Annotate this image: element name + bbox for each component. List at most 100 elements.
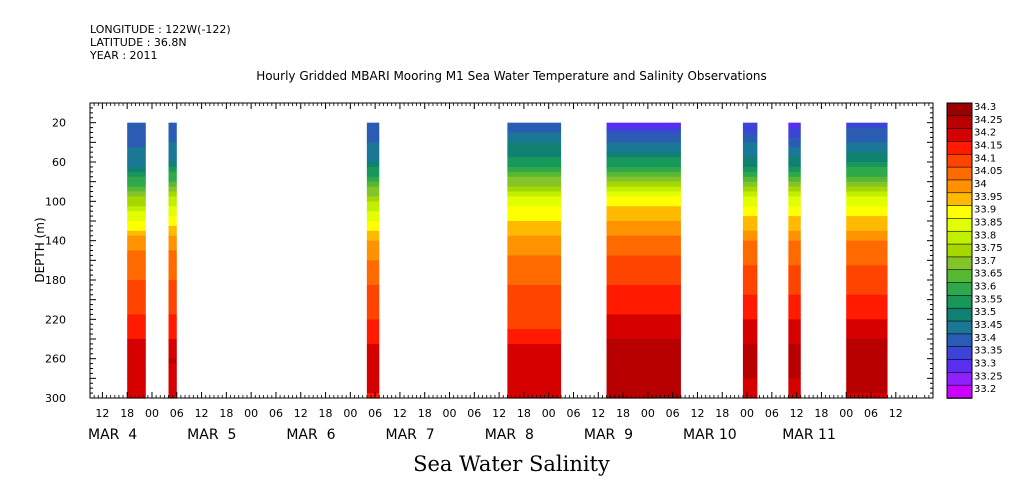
salinity-cell <box>127 275 146 281</box>
salinity-cell <box>168 181 177 188</box>
salinity-cell <box>168 319 177 325</box>
salinity-cell <box>606 162 681 168</box>
salinity-cell <box>127 147 146 153</box>
salinity-cell <box>788 152 801 158</box>
salinity-cell <box>507 284 562 291</box>
salinity-cell <box>366 157 380 163</box>
colorbar-label: 33.8 <box>974 230 996 241</box>
x-tick-label: 06 <box>269 407 283 420</box>
x-tick-label: 12 <box>195 407 209 420</box>
y-tick-label: 300 <box>45 392 66 405</box>
salinity-cell <box>788 196 801 202</box>
salinity-cell <box>127 255 146 261</box>
colorbar-swatch <box>946 346 973 361</box>
salinity-cell <box>127 171 146 178</box>
colorbar-label: 33.7 <box>974 256 996 267</box>
salinity-cell <box>127 132 146 139</box>
salinity-cell <box>168 122 177 129</box>
salinity-cell <box>168 230 177 237</box>
salinity-cell <box>788 304 801 311</box>
salinity-cell <box>606 343 681 350</box>
salinity-cell <box>606 221 681 227</box>
salinity-cell <box>742 393 758 399</box>
salinity-cell <box>788 221 801 227</box>
colorbar-swatch <box>946 333 973 348</box>
colorbar-swatch <box>946 243 973 258</box>
colorbar-label: 33.35 <box>974 346 1003 357</box>
salinity-cell <box>846 216 888 222</box>
salinity-cell <box>606 373 681 379</box>
salinity-cell <box>742 289 758 296</box>
salinity-cell <box>846 358 888 365</box>
salinity-cell <box>606 314 681 320</box>
salinity-cell <box>846 265 888 271</box>
salinity-cell <box>846 348 888 355</box>
salinity-cell <box>507 260 562 266</box>
salinity-cell <box>127 142 146 148</box>
colorbar-label: 33.95 <box>974 192 1003 203</box>
salinity-cell <box>507 245 562 252</box>
salinity-cell <box>742 314 758 320</box>
salinity-cell <box>168 142 177 148</box>
salinity-cell <box>366 211 380 217</box>
x-date-label: MAR 6 <box>286 427 335 443</box>
salinity-cell <box>168 196 177 202</box>
salinity-cell <box>366 176 380 183</box>
salinity-cell <box>846 157 888 163</box>
x-tick-label: 18 <box>715 407 729 420</box>
x-tick-label: 06 <box>467 407 481 420</box>
salinity-cell <box>742 235 758 242</box>
colorbar-label: 33.45 <box>974 320 1003 331</box>
salinity-cell <box>606 147 681 153</box>
salinity-cell <box>788 294 801 301</box>
salinity-cell <box>366 216 380 222</box>
salinity-cell <box>507 127 562 134</box>
salinity-cell <box>606 201 681 207</box>
salinity-cell <box>742 378 758 384</box>
salinity-cell <box>168 186 177 193</box>
salinity-cell <box>788 314 801 320</box>
salinity-cell <box>507 186 562 193</box>
y-axis-label: DEPTH (m) <box>33 217 47 282</box>
salinity-cell <box>366 250 380 257</box>
x-tick-label: 00 <box>839 407 853 420</box>
salinity-cell <box>507 147 562 153</box>
salinity-cell <box>788 240 801 247</box>
salinity-cell <box>846 319 888 325</box>
chart-title: Hourly Gridded MBARI Mooring M1 Sea Wate… <box>256 69 767 83</box>
x-tick-label: 06 <box>765 407 779 420</box>
salinity-cell <box>127 383 146 389</box>
salinity-cell <box>127 235 146 242</box>
y-tick-label: 220 <box>45 313 66 326</box>
salinity-cell <box>742 147 758 153</box>
salinity-cell <box>168 250 177 257</box>
colorbar-label: 34.3 <box>974 102 996 113</box>
salinity-cell <box>606 166 681 173</box>
salinity-cell <box>168 339 177 345</box>
salinity-cell <box>788 235 801 242</box>
salinity-cell <box>606 142 681 148</box>
salinity-cell <box>606 206 681 212</box>
salinity-cell <box>742 255 758 261</box>
salinity-cell <box>366 280 380 286</box>
salinity-cell <box>742 122 758 129</box>
salinity-cell <box>507 319 562 325</box>
salinity-segment <box>507 122 562 399</box>
salinity-cell <box>127 280 146 286</box>
colorbar-label: 33.6 <box>974 282 996 293</box>
x-tick-label: 00 <box>145 407 159 420</box>
salinity-cell <box>788 245 801 252</box>
salinity-cell <box>788 201 801 207</box>
salinity-cell <box>788 363 801 370</box>
salinity-cell <box>846 142 888 148</box>
salinity-cell <box>788 383 801 389</box>
salinity-cell <box>507 289 562 296</box>
salinity-cell <box>742 201 758 207</box>
salinity-cell <box>788 348 801 355</box>
salinity-cell <box>606 299 681 306</box>
x-tick-label: 12 <box>889 407 903 420</box>
salinity-cell <box>366 299 380 306</box>
salinity-cell <box>366 225 380 232</box>
salinity-cell <box>606 230 681 237</box>
